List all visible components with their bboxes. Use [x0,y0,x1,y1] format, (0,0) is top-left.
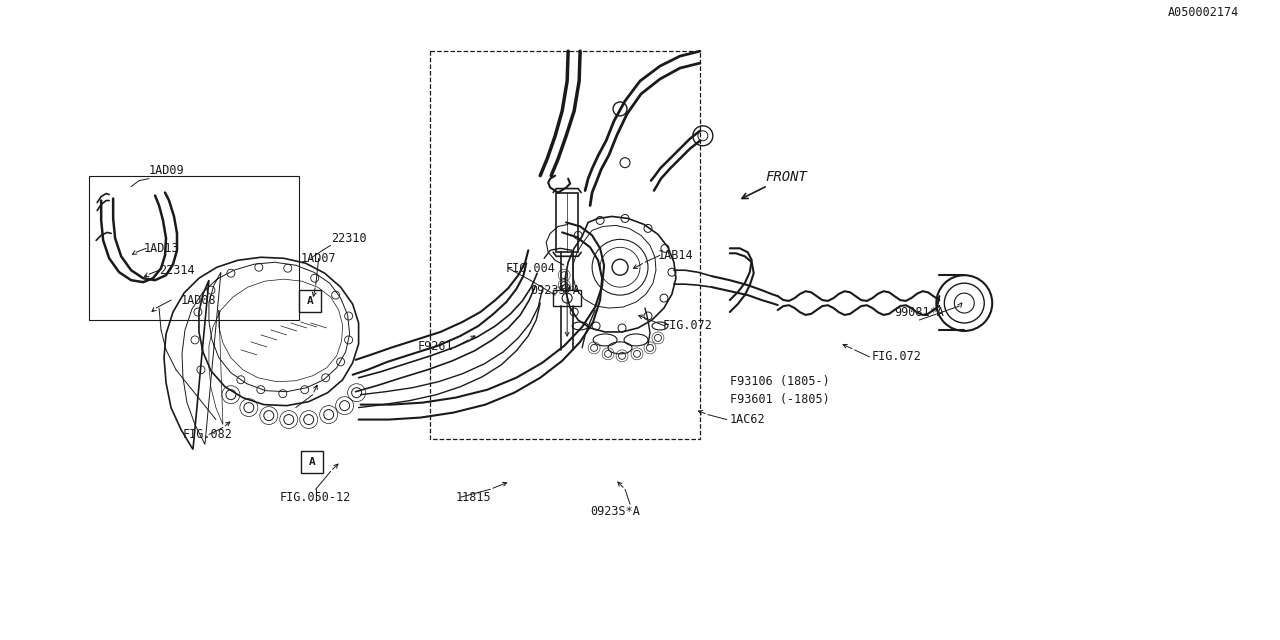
Text: 1AD13: 1AD13 [145,242,179,255]
Text: 1AD08: 1AD08 [180,294,216,307]
Text: 11815: 11815 [456,491,492,504]
Text: 22310: 22310 [330,232,366,245]
Bar [301,451,323,474]
Bar [90,175,298,320]
Text: FIG.050-12: FIG.050-12 [280,491,351,504]
Text: 1AD07: 1AD07 [301,252,337,265]
Text: FIG.082: FIG.082 [183,428,233,441]
Bar [298,290,321,312]
Text: 1AB14: 1AB14 [658,249,694,262]
Text: 22314: 22314 [159,264,195,276]
Text: F93601 (-1805): F93601 (-1805) [730,393,829,406]
Text: A: A [306,296,314,306]
Text: FIG.072: FIG.072 [663,319,713,332]
Text: A: A [308,458,315,467]
Text: 0923S*A: 0923S*A [530,284,580,296]
Text: 99081*A: 99081*A [895,305,945,319]
Text: FRONT: FRONT [765,170,808,184]
Bar [553,290,581,306]
Bar [430,51,700,440]
Text: A050002174: A050002174 [1167,6,1239,19]
Bar [557,193,579,252]
Text: 0923S*A: 0923S*A [590,505,640,518]
Text: F93106 (1805-): F93106 (1805-) [730,375,829,388]
Text: FIG.072: FIG.072 [872,350,922,364]
Text: 1AD09: 1AD09 [148,164,184,177]
Text: FIG.004: FIG.004 [506,262,556,275]
Text: 1AC62: 1AC62 [730,413,765,426]
Text: F9261: F9261 [417,340,453,353]
